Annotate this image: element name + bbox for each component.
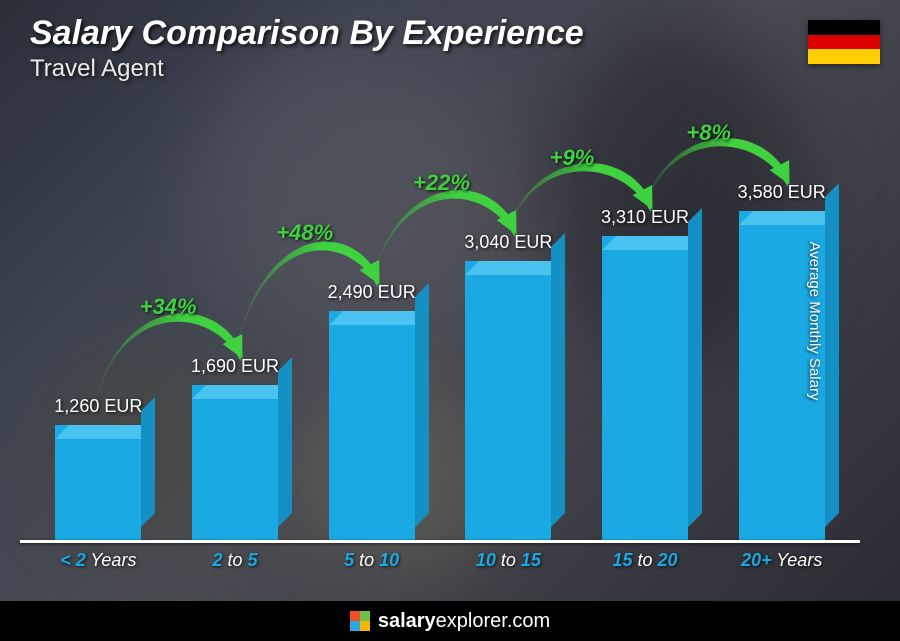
bar-value-label: 2,490 EUR <box>328 282 416 303</box>
bar-value-label: 1,690 EUR <box>191 356 279 377</box>
x-axis-label: 2 to 5 <box>167 550 304 571</box>
footer-brand: salaryexplorer.com <box>378 610 550 633</box>
y-axis-label: Average Monthly Salary <box>806 241 823 400</box>
page-subtitle: Travel Agent <box>30 55 584 83</box>
x-axis-label: 10 to 15 <box>440 550 577 571</box>
footer-brand-bold: salary <box>378 610 436 632</box>
bar-column: 3,580 EUR <box>713 110 850 541</box>
footer: salaryexplorer.com <box>0 601 900 641</box>
bar-column: 2,490 EUR <box>303 110 440 541</box>
bar-value-label: 3,310 EUR <box>601 207 689 228</box>
footer-brand-rest: explorer.com <box>436 610 551 632</box>
logo-icon <box>350 611 370 631</box>
x-axis-label: 5 to 10 <box>303 550 440 571</box>
germany-flag-icon <box>808 20 880 64</box>
x-axis-label: 15 to 20 <box>577 550 714 571</box>
bar <box>192 385 278 541</box>
x-axis-label: 20+ Years <box>713 550 850 571</box>
chart-area: 1,260 EUR 1,690 EUR 2,490 EUR 3,040 EUR 3,31… <box>30 110 850 571</box>
bar-column: 3,310 EUR <box>577 110 714 541</box>
bar <box>602 236 688 541</box>
flag-stripe <box>808 35 880 50</box>
bars-container: 1,260 EUR 1,690 EUR 2,490 EUR 3,040 EUR 3,31… <box>30 110 850 541</box>
bar <box>329 311 415 541</box>
xlabels-container: < 2 Years2 to 55 to 1010 to 1515 to 2020… <box>30 550 850 571</box>
x-axis-label: < 2 Years <box>30 550 167 571</box>
header-block: Salary Comparison By Experience Travel A… <box>30 14 584 83</box>
bar-value-label: 3,040 EUR <box>464 232 552 253</box>
bar-column: 3,040 EUR <box>440 110 577 541</box>
chart-baseline <box>20 540 860 543</box>
bar-value-label: 3,580 EUR <box>738 182 826 203</box>
flag-stripe <box>808 20 880 35</box>
bar <box>465 261 551 541</box>
bar-column: 1,690 EUR <box>167 110 304 541</box>
bar-value-label: 1,260 EUR <box>54 396 142 417</box>
bar-column: 1,260 EUR <box>30 110 167 541</box>
bar <box>55 425 141 541</box>
flag-stripe <box>808 49 880 64</box>
page-title: Salary Comparison By Experience <box>30 14 584 53</box>
